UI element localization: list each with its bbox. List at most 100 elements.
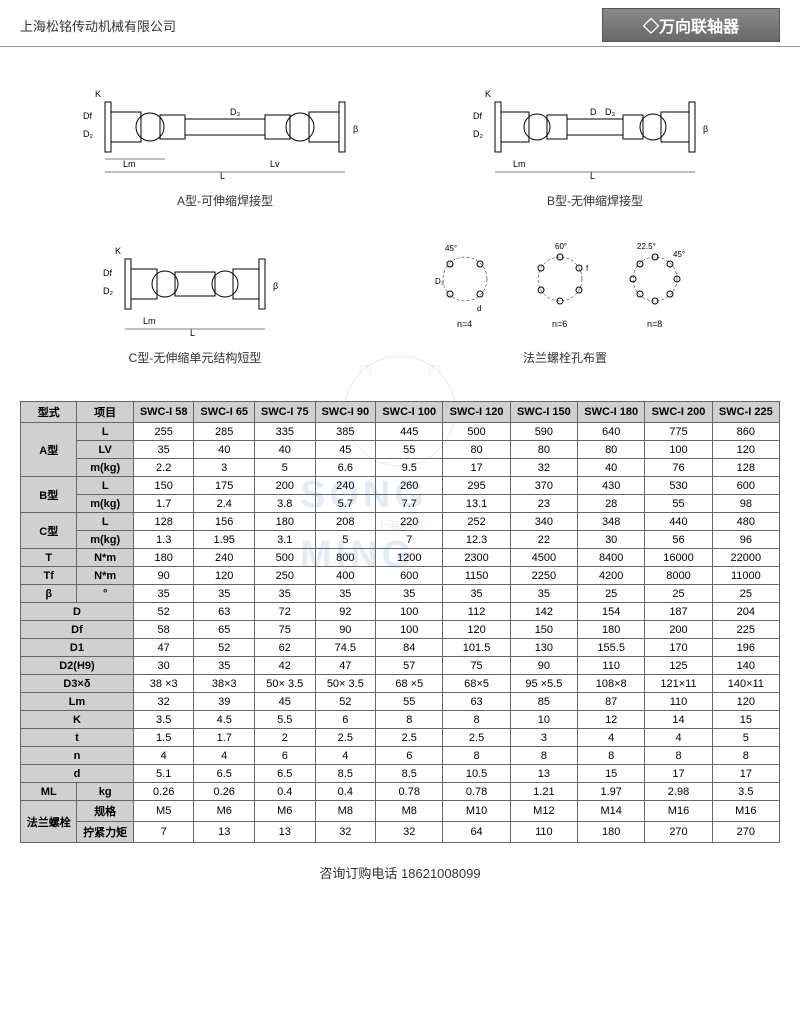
table-cell: 13 bbox=[255, 822, 316, 843]
table-cell: 295 bbox=[443, 477, 510, 495]
table-cell: 500 bbox=[255, 549, 316, 567]
table-cell: 32 bbox=[133, 693, 194, 711]
table-cell: 90 bbox=[510, 657, 577, 675]
svg-text:L: L bbox=[590, 171, 595, 181]
table-cell: 6 bbox=[376, 747, 443, 765]
svg-text:β: β bbox=[703, 124, 708, 134]
table-cell: 2.2 bbox=[133, 459, 194, 477]
table-cell: 6.5 bbox=[255, 765, 316, 783]
page-title-badge: ◇万向联轴器 bbox=[602, 8, 780, 42]
table-cell: 62 bbox=[255, 639, 316, 657]
col-swc225: SWC-I 225 bbox=[712, 402, 779, 423]
table-cell: 63 bbox=[443, 693, 510, 711]
svg-text:45°: 45° bbox=[445, 244, 457, 253]
table-cell: 1.21 bbox=[510, 783, 577, 801]
table-cell: 1.7 bbox=[133, 495, 194, 513]
svg-text:D: D bbox=[590, 107, 597, 117]
table-cell: M8 bbox=[376, 801, 443, 822]
table-cell: 35 bbox=[376, 585, 443, 603]
table-cell: 180 bbox=[578, 822, 645, 843]
col-swc180: SWC-I 180 bbox=[578, 402, 645, 423]
table-cell: M6 bbox=[194, 801, 255, 822]
footer: 咨询订购电话 18621008099 bbox=[0, 853, 800, 892]
group: β bbox=[21, 585, 77, 603]
table-cell: 65 bbox=[194, 621, 255, 639]
table-cell: 84 bbox=[376, 639, 443, 657]
table-cell: 400 bbox=[315, 567, 376, 585]
svg-text:K: K bbox=[115, 246, 121, 256]
table-cell: 42 bbox=[255, 657, 316, 675]
table-cell: 370 bbox=[510, 477, 577, 495]
table-cell: 800 bbox=[315, 549, 376, 567]
table-cell: 500 bbox=[443, 423, 510, 441]
table-cell: 17 bbox=[443, 459, 510, 477]
table-cell: M14 bbox=[578, 801, 645, 822]
table-cell: 25 bbox=[645, 585, 712, 603]
table-cell: 4 bbox=[133, 747, 194, 765]
col-swc65: SWC-I 65 bbox=[194, 402, 255, 423]
table-cell: 47 bbox=[133, 639, 194, 657]
group: T bbox=[21, 549, 77, 567]
table-cell: 142 bbox=[510, 603, 577, 621]
table-cell: 4 bbox=[194, 747, 255, 765]
table-cell: 480 bbox=[712, 513, 779, 531]
col-swc100: SWC-I 100 bbox=[376, 402, 443, 423]
param-span: D bbox=[21, 603, 134, 621]
table-cell: 110 bbox=[510, 822, 577, 843]
table-cell: 68 ×5 bbox=[376, 675, 443, 693]
table-cell: 30 bbox=[578, 531, 645, 549]
table-cell: 120 bbox=[443, 621, 510, 639]
table-cell: 8 bbox=[578, 747, 645, 765]
table-cell: 270 bbox=[645, 822, 712, 843]
param-span: D3×δ bbox=[21, 675, 134, 693]
table-cell: 590 bbox=[510, 423, 577, 441]
table-cell: 39 bbox=[194, 693, 255, 711]
col-swc150: SWC-I 150 bbox=[510, 402, 577, 423]
svg-text:Df: Df bbox=[473, 111, 482, 121]
col-swc90: SWC-I 90 bbox=[315, 402, 376, 423]
table-cell: 45 bbox=[315, 441, 376, 459]
param: m(kg) bbox=[77, 459, 133, 477]
diagram-type-a: K Df D₂ Lm L D₃ Lv β A型-可伸缩焊接型 bbox=[75, 67, 375, 209]
table-cell: M5 bbox=[133, 801, 194, 822]
dim-beta: β bbox=[353, 124, 358, 134]
param: 规格 bbox=[77, 801, 133, 822]
param: N*m bbox=[77, 567, 133, 585]
table-cell: 28 bbox=[578, 495, 645, 513]
group-c: C型 bbox=[21, 513, 77, 549]
table-cell: 1.3 bbox=[133, 531, 194, 549]
svg-text:Df: Df bbox=[103, 268, 112, 278]
table-cell: 180 bbox=[133, 549, 194, 567]
table-cell: 4500 bbox=[510, 549, 577, 567]
table-cell: 80 bbox=[443, 441, 510, 459]
dim-df: Df bbox=[83, 111, 92, 121]
table-cell: 196 bbox=[712, 639, 779, 657]
table-cell: 250 bbox=[255, 567, 316, 585]
table-cell: 17 bbox=[712, 765, 779, 783]
table-header-row: 型式 项目 SWC-I 58 SWC-I 65 SWC-I 75 SWC-I 9… bbox=[21, 402, 780, 423]
table-cell: 0.26 bbox=[133, 783, 194, 801]
table-cell: 50× 3.5 bbox=[255, 675, 316, 693]
dim-d2: D₂ bbox=[83, 129, 93, 139]
diagram-a-svg: K Df D₂ Lm L D₃ Lv β bbox=[75, 67, 375, 187]
table-cell: 240 bbox=[315, 477, 376, 495]
table-cell: 12 bbox=[578, 711, 645, 729]
table-cell: 4 bbox=[645, 729, 712, 747]
table-cell: 120 bbox=[712, 441, 779, 459]
svg-text:β: β bbox=[273, 281, 278, 291]
table-cell: 220 bbox=[376, 513, 443, 531]
svg-text:f: f bbox=[586, 264, 589, 273]
table-cell: 225 bbox=[712, 621, 779, 639]
svg-text:n=4: n=4 bbox=[457, 319, 472, 329]
company-name: 上海松铭传动机械有限公司 bbox=[20, 16, 176, 35]
table-cell: 3.1 bbox=[255, 531, 316, 549]
table-cell: 385 bbox=[315, 423, 376, 441]
table-cell: 128 bbox=[712, 459, 779, 477]
svg-text:60°: 60° bbox=[555, 242, 567, 251]
table-cell: 2.4 bbox=[194, 495, 255, 513]
table-cell: 40 bbox=[255, 441, 316, 459]
bolt-pattern-label: 法兰螺栓孔布置 bbox=[425, 349, 705, 366]
table-cell: 6 bbox=[315, 711, 376, 729]
table-cell: 10.5 bbox=[443, 765, 510, 783]
col-param: 项目 bbox=[77, 402, 133, 423]
